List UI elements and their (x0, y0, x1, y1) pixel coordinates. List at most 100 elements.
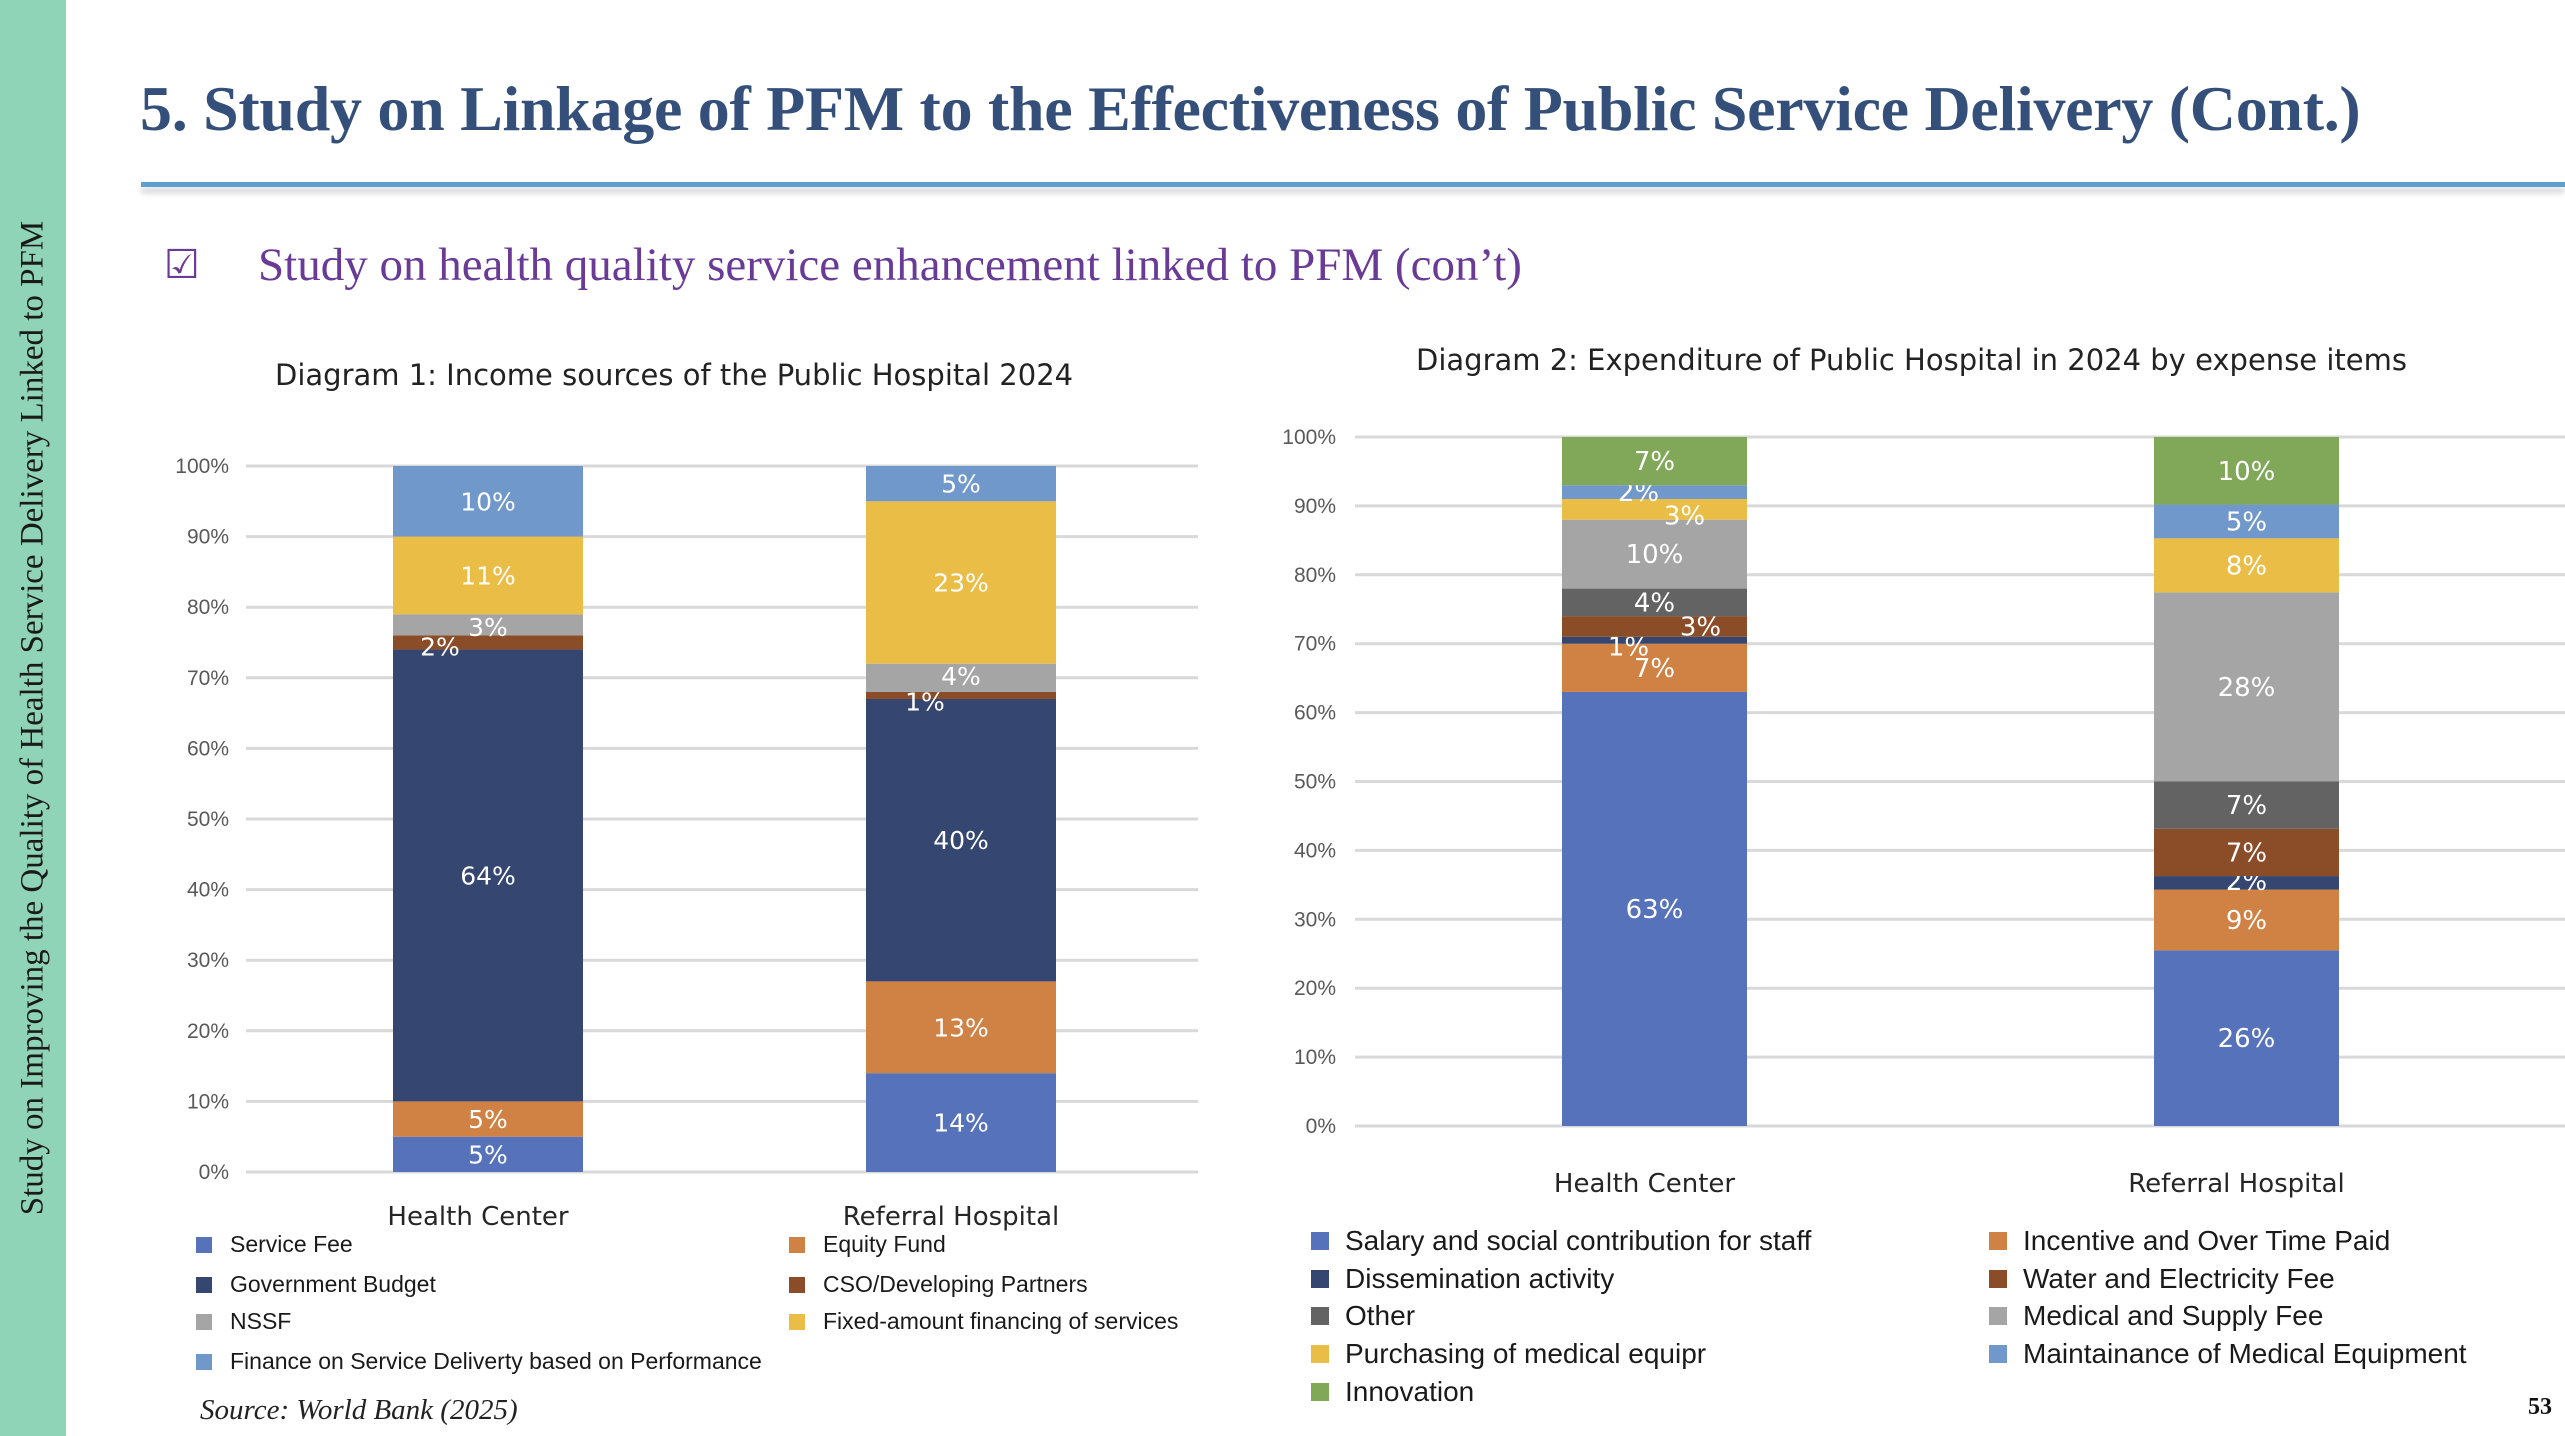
chart1-y-tick-label: 20% (187, 1020, 229, 1043)
chart1-y-tick-label: 60% (187, 737, 229, 760)
chart2-title: Diagram 2: Expenditure of Public Hospita… (1416, 343, 2407, 377)
chart1-title: Diagram 1: Income sources of the Public … (275, 358, 1074, 392)
legend-swatch-icon (1311, 1270, 1329, 1288)
chart2-bar-segment (1562, 643, 1747, 692)
legend-swatch-icon (196, 1353, 212, 1370)
chart1-bar-segment (393, 649, 583, 1102)
chart2-data-label: 9% (2226, 906, 2267, 936)
chart1-y-tick-label: 90% (187, 526, 229, 549)
source-note: Source: World Bank (2025) (200, 1394, 518, 1426)
legend-swatch-icon (196, 1276, 212, 1293)
chart2-bar-segment (2154, 950, 2339, 1126)
legend-swatch-icon (1989, 1307, 2007, 1325)
chart1-category-label: Health Center (387, 1202, 568, 1232)
chart1-bar-segment (866, 981, 1056, 1074)
chart2-bar-segment (1562, 499, 1747, 520)
chart2-legend-item: Dissemination activity (1311, 1263, 1614, 1295)
chart1-data-label: 14% (933, 1109, 989, 1138)
legend-label: NSSF (230, 1308, 292, 1334)
chart1-data-label: 4% (941, 662, 981, 691)
chart2-legend-item: Salary and social contribution for staff (1311, 1225, 1811, 1257)
chart1-legend-item: CSO/Developing Partners (789, 1271, 1088, 1298)
chart2-y-tick-label: 80% (1294, 564, 1336, 587)
chart1-legend-item: NSSF (196, 1308, 291, 1335)
legend-swatch-icon (1311, 1232, 1329, 1250)
chart1-bar-segment (393, 1101, 583, 1137)
chart2-bar-segment (2154, 437, 2339, 505)
chart1-bar-segment (866, 1073, 1056, 1172)
legend-label: CSO/Developing Partners (823, 1271, 1088, 1297)
chart2-legend-item: Purchasing of medical equipr (1311, 1338, 1706, 1370)
legend-label: Finance on Service Deliverty based on Pe… (230, 1348, 762, 1374)
legend-label: Service Fee (230, 1231, 353, 1257)
chart2-y-tick-label: 90% (1294, 495, 1336, 518)
chart2-bar-segment (1562, 437, 1747, 486)
legend-label: Purchasing of medical equipr (1345, 1338, 1707, 1369)
chart2-legend-item: Incentive and Over Time Paid (1989, 1225, 2390, 1257)
chart2-data-label: 3% (1664, 501, 1705, 531)
legend-label: Equity Fund (823, 1231, 946, 1257)
legend-label: Incentive and Over Time Paid (2023, 1225, 2391, 1256)
chart1-data-label: 5% (468, 1105, 508, 1134)
legend-label: Innovation (1345, 1376, 1475, 1407)
chart1-y-tick-label: 40% (187, 879, 229, 902)
chart1-bar-segment (866, 698, 1056, 982)
legend-label: Maintainance of Medical Equipment (2023, 1338, 2467, 1369)
chart2-bar-segment (2154, 592, 2339, 782)
chart2-legend-item: Water and Electricity Fee (1989, 1263, 2335, 1295)
chart2-bar-segment (1562, 588, 1747, 617)
chart2-data-label: 28% (2218, 673, 2276, 703)
chart1-legend-item: Government Budget (196, 1271, 436, 1298)
legend-swatch-icon (789, 1236, 805, 1253)
chart2-data-label: 4% (1634, 588, 1675, 618)
chart2-y-tick-label: 100% (1282, 426, 1336, 449)
chart1-y-tick-label: 0% (199, 1161, 229, 1184)
chart2-data-label: 26% (2218, 1024, 2276, 1054)
checkbox-checked-icon: ☑ (164, 242, 200, 288)
chart2-data-label: 1% (1608, 632, 1649, 662)
chart1-data-label: 23% (933, 568, 989, 597)
legend-swatch-icon (1311, 1345, 1329, 1363)
chart2-data-label: 5% (2226, 507, 2267, 537)
chart1-data-label: 40% (933, 826, 989, 855)
chart2-y-tick-label: 60% (1294, 702, 1336, 725)
chart2-bar-segment (1562, 691, 1747, 1126)
legend-swatch-icon (196, 1236, 212, 1253)
page-number: 53 (2528, 1394, 2552, 1420)
chart2-bar-segment (1562, 519, 1747, 589)
chart2-category-label: Health Center (1554, 1169, 1735, 1199)
chart1-legend-item: Fixed-amount financing of services (789, 1308, 1199, 1335)
title-divider (141, 182, 2565, 187)
chart1-data-label: 2% (420, 633, 460, 662)
chart2-y-tick-label: 40% (1294, 839, 1336, 862)
chart1-data-label: 5% (468, 1140, 508, 1169)
chart2-y-tick-label: 30% (1294, 908, 1336, 931)
chart2-bar-segment (2154, 504, 2339, 539)
chart2-y-tick-label: 20% (1294, 977, 1336, 1000)
chart1-bar-segment (393, 635, 583, 650)
chart2-y-tick-label: 50% (1294, 771, 1336, 794)
chart2-y-tick-label: 70% (1294, 633, 1336, 656)
chart1-data-label: 1% (905, 687, 945, 716)
chart2-bar-segment (2154, 781, 2339, 829)
chart1-y-tick-label: 10% (187, 1090, 229, 1113)
chart2-legend-item: Medical and Supply Fee (1989, 1300, 2323, 1332)
legend-swatch-icon (1989, 1345, 2007, 1363)
chart1-data-label: 5% (941, 470, 981, 499)
section-subtitle: Study on health quality service enhancem… (258, 239, 1522, 291)
legend-swatch-icon (1989, 1232, 2007, 1250)
chart1-data-label: 64% (460, 861, 516, 890)
chart1-data-label: 10% (460, 487, 516, 516)
chart1-data-label: 11% (460, 561, 516, 590)
chart1-bar-segment (393, 614, 583, 636)
chart1-legend-item: Finance on Service Deliverty based on Pe… (196, 1348, 762, 1375)
chart2-data-label: 7% (2226, 838, 2267, 868)
chart2-bar-segment (1562, 636, 1747, 644)
chart1-bar-segment (866, 466, 1056, 502)
chart2-legend-item: Other (1311, 1300, 1415, 1332)
chart2-data-label: 7% (1634, 654, 1675, 684)
legend-swatch-icon (1311, 1307, 1329, 1325)
chart2-legend-item: Maintainance of Medical Equipment (1989, 1338, 2467, 1370)
chart1-y-tick-label: 30% (187, 949, 229, 972)
